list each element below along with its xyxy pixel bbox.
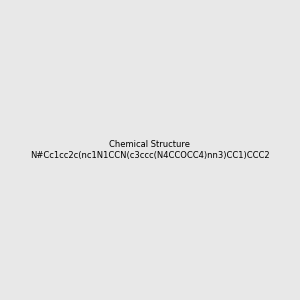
Text: Chemical Structure
N#Cc1cc2c(nc1N1CCN(c3ccc(N4CCOCC4)nn3)CC1)CCC2: Chemical Structure N#Cc1cc2c(nc1N1CCN(c3…: [30, 140, 270, 160]
